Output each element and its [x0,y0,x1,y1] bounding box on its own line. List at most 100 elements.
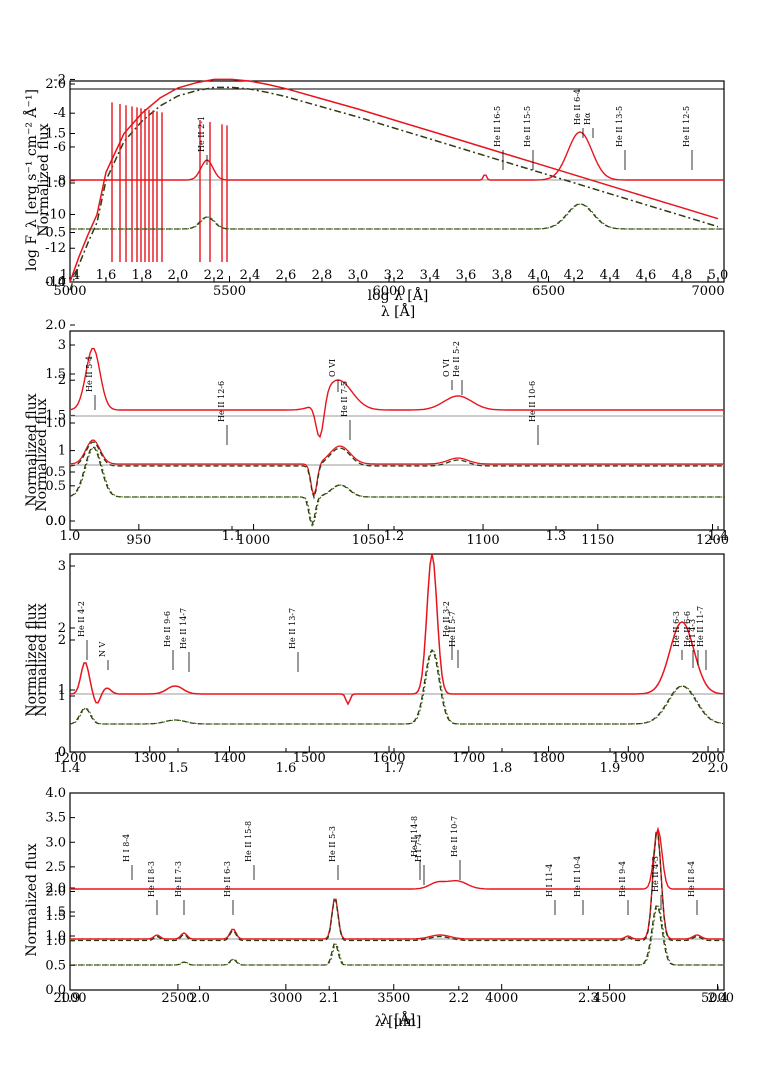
panel-1-line-label: He II 13-5 [615,106,624,147]
panel-2-line-label: O VI [442,359,451,377]
panel-2-xtick-label: 1200 [696,533,729,548]
panel-4-xlabel-secondary: λ [μm] [375,1014,422,1030]
panel-1-x2tick-label: 3.2 [384,268,405,283]
panel-1-x2tick-label: 2.4 [240,268,261,283]
panel-2-x2tick-label: 1.2 [384,529,405,544]
panel-1-frame [69,80,725,283]
panel-3-lower-dotted [70,649,726,725]
panel-4-ytick-label: 3.0 [45,835,66,850]
panel-2-xtick-label: 950 [126,533,151,548]
panel-4-ytick-label: 3.5 [45,811,66,826]
panel-1-line-label: He II 16-5 [493,106,502,147]
panel-2-ytick-label: 0.5 [45,479,66,494]
panel-2-y2tick-label: 2.0 [45,318,66,333]
panel-2-x2tick-label: 1.0 [60,529,81,544]
panel-1-x2tick-label: 1.8 [132,268,153,283]
panel-3-xtick-label: 1300 [133,751,166,766]
panel-2-ylabel: Normalized flux [24,393,40,506]
panel-2-line-label: He II 10-6 [528,381,537,422]
panel-1-xtick-label: 6500 [532,284,565,299]
panel-3-line-label: He II 6-3 [672,611,681,647]
panel-4-ytick-label: 0.5 [45,958,66,973]
panel-2-y2tick-label: 1.0 [45,416,66,431]
panel-2-ytick-label: 2 [58,373,66,388]
panel-1-x2tick-label: 3.4 [420,268,441,283]
panel-1-x2tick-label: 2.6 [276,268,297,283]
panel-1-x2tick-label: 3.8 [492,268,513,283]
panel-1-ytick-label: -4 [53,106,66,121]
panel-4-x2tick-label: 2.1 [319,991,340,1006]
panel-4-line-label: He II 10-4 [573,856,582,897]
panel-3-xtick-label: 1800 [532,751,565,766]
panel-1-ytick-label: -14 [45,275,66,290]
panel-1-lower-dotted [71,203,725,230]
panel-2-ytick-label: 3 [58,338,66,353]
panel-2-y2tick-label: 0.0 [45,514,66,529]
panel-4-line-label: He II 8-4 [687,861,696,897]
panel-3-line-label: He II 14-7 [179,608,188,649]
panel-1-ylabel-secondary: Normalized flux [36,123,52,236]
panel-3-line-label: He II 11-7 [696,606,705,647]
panel-1-x2tick-label: 4.0 [528,268,549,283]
panel-1-x2tick-label: 5.0 [708,268,729,283]
panel-1-xtick-label: 5500 [213,284,246,299]
panel-1-line-label: He II 15-5 [523,106,532,147]
panel-1-xtick-label: 6000 [372,284,405,299]
panel-4-xtick-label: 3500 [377,991,410,1006]
panel-2-ylabel-secondary: Normalized flux [34,398,50,511]
panel-3-xtick-label: 1700 [452,751,485,766]
panel-3-line-label: N V [98,641,107,657]
panel-3-xtick-label: 1500 [293,751,326,766]
panel-2-x2tick-label: 1.4 [708,529,729,544]
panel-3-line-label: He II 13-7 [288,608,297,649]
panel-1-ytick-label: -12 [45,241,66,256]
panel-1-x2tick-label: 1.6 [96,268,117,283]
panel-3-upper-model [69,553,725,706]
panel-4-middle-model [70,831,724,940]
panel-3-x2tick-label: 1.6 [276,761,297,776]
panel-4-xtick-label: 4500 [593,991,626,1006]
panel-3-ytick-label: 0 [58,745,66,760]
panel-1-x2tick-label: 2.2 [204,268,225,283]
panel-4-x2tick-label: 2.0 [189,991,210,1006]
panel-3-line-label: He II 6-6 [683,611,692,647]
panel-1-x2tick-label: 4.8 [672,268,693,283]
panel-4-line-label: He II 7-3 [174,861,183,897]
panel-2-line-label: He II 5-4 [85,356,94,392]
panel-3-xtick-label: 1900 [612,751,645,766]
panel-1-normalized-model [70,131,724,181]
panel-1-x2tick-label: 3.6 [456,268,477,283]
panel-4-y2tick-label: 2.0 [45,881,66,896]
panel-4-xtick-label: 2500 [161,991,194,1006]
panel-1-y2tick-label: 1.0 [45,176,66,191]
panel-2-xtick-label: 1000 [237,533,270,548]
panel-4-ylabel: Normalized flux [24,843,40,956]
panel-4-line-label: He II 6-3 [223,861,232,897]
panel-1-line-label: Hα [583,112,592,125]
panel-3-xtick-label: 1400 [213,751,246,766]
panel-4-line-label: He II 15-8 [244,821,253,862]
panel-4-lower-dotted [71,905,725,966]
panel-2-middle-dashed [69,441,724,500]
panel-1-xtick-label: 5000 [53,284,86,299]
panel-1-x2tick-label: 4.2 [564,268,585,283]
panel-3-ytick-label: 1 [58,683,66,698]
panel-4-ytick-label: 4.0 [45,786,66,801]
panel-1-xlabel: λ [Å] [381,302,415,320]
panel-2-xtick-label: 1050 [352,533,385,548]
panel-2-middle-model [69,439,724,498]
panel-3-ytick-label: 2 [58,621,66,636]
panel-1-lower-dashed [70,203,724,230]
panel-4-x2tick-label: 2.4 [708,991,729,1006]
panel-4-ytick-label: 0.0 [45,983,66,998]
panel-3-ylabel: Normalized flux [24,603,40,716]
panel-3-x2tick-label: 1.5 [168,761,189,776]
panel-4-y2tick-label: 1.0 [45,929,66,944]
panel-4-line-label: H I 8-4 [122,834,131,862]
panel-2-line-label: He II 5-2 [452,341,461,377]
panel-4-x2tick-label: 1.9 [60,991,81,1006]
panel-1-xlabel-secondary: log λ [Å] [368,286,429,304]
panel-2-y2tick-label: 0.5 [45,465,66,480]
panel-4-xtick-label: 4000 [485,991,518,1006]
